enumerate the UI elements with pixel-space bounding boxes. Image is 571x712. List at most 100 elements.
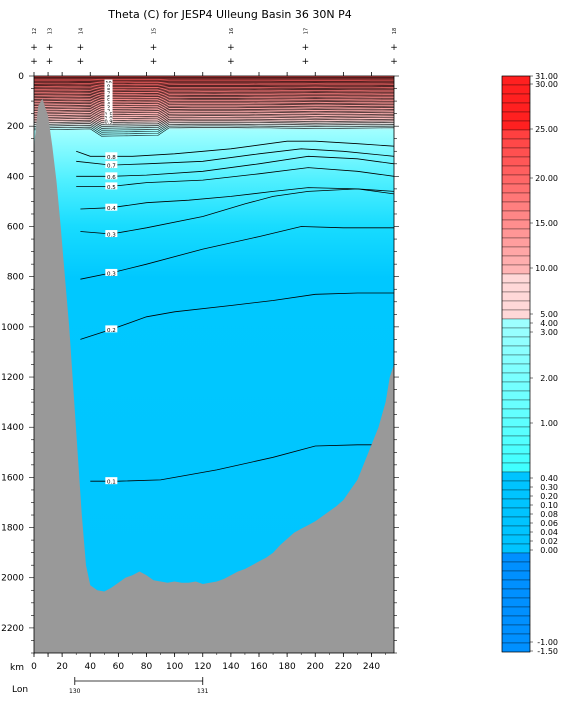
surface-label-bg bbox=[104, 83, 113, 90]
station-label: 15 bbox=[152, 28, 158, 34]
colorbar-band bbox=[501, 300, 531, 311]
colorbar-band bbox=[501, 192, 531, 203]
svg-text:0.3: 0.3 bbox=[107, 271, 116, 277]
thermocline-contour bbox=[34, 113, 394, 121]
colorbar-band bbox=[501, 516, 531, 527]
thermocline-contour bbox=[34, 83, 394, 86]
x-tick-label: 0 bbox=[31, 662, 37, 672]
colorbar-label: 0.08 bbox=[540, 510, 558, 519]
station-label: 14 bbox=[78, 28, 84, 34]
colorbar-band bbox=[501, 507, 531, 518]
colorbar-band bbox=[501, 75, 531, 86]
svg-text:0.4: 0.4 bbox=[107, 206, 116, 212]
thermocline-contour bbox=[34, 89, 394, 93]
thermocline-contour bbox=[34, 92, 394, 96]
y-tick-label: 1800 bbox=[1, 524, 24, 534]
station-plus-icon: + bbox=[46, 57, 54, 67]
surface-label-bg bbox=[104, 79, 113, 86]
x-tick-label: 40 bbox=[85, 662, 97, 672]
x-tick-label: 180 bbox=[279, 662, 296, 672]
contour-label: 0.2 bbox=[105, 325, 118, 334]
colorbar-label: -1.50 bbox=[537, 647, 558, 656]
thermocline-contour bbox=[34, 105, 394, 112]
thermocline-contour bbox=[34, 104, 394, 110]
colorbar-band bbox=[501, 84, 531, 95]
svg-text:0.2: 0.2 bbox=[107, 328, 116, 334]
x-axis: 0 20 40 60 80 100 120 140 160 180 200 220 240 bbox=[31, 72, 386, 672]
thermocline-contour bbox=[34, 101, 394, 106]
colorbar-band bbox=[501, 588, 531, 599]
surface-label-bg bbox=[104, 86, 113, 93]
colorbar-band bbox=[501, 453, 531, 464]
contour-label: 0.3 bbox=[105, 230, 118, 239]
station-plus-icon: + bbox=[227, 43, 235, 53]
colorbar-band bbox=[501, 237, 531, 248]
colorbar-band bbox=[501, 606, 531, 617]
colorbar-band bbox=[501, 552, 531, 563]
thermocline-contour bbox=[34, 80, 394, 83]
thermocline-contour bbox=[34, 98, 394, 103]
colorbar-label: 25.00 bbox=[535, 125, 558, 134]
colorbar-band bbox=[501, 210, 531, 221]
thermocline-contour bbox=[34, 120, 394, 129]
x-tick-label: 20 bbox=[56, 662, 68, 672]
x-tick-label: 140 bbox=[222, 662, 239, 672]
contour-label: 0.8 bbox=[105, 152, 118, 161]
colorbar-band bbox=[501, 543, 531, 554]
station-plus-icon: + bbox=[30, 57, 38, 67]
surface-label-bg bbox=[104, 93, 113, 100]
colorbar-band bbox=[501, 309, 531, 320]
station-label: 16 bbox=[229, 28, 235, 34]
colorbar-band bbox=[501, 381, 531, 392]
colorbar-label: 0.02 bbox=[540, 537, 558, 546]
thermocline-contour bbox=[34, 122, 394, 131]
colorbar-label: 10.00 bbox=[535, 264, 558, 273]
contour-line bbox=[76, 140, 394, 157]
bathymetry-land bbox=[34, 98, 394, 654]
colorbar-band bbox=[501, 147, 531, 158]
thermocline-contour bbox=[34, 110, 394, 118]
colorbar-band bbox=[501, 120, 531, 131]
colorbar-band bbox=[501, 327, 531, 338]
station-plus-icon: + bbox=[77, 43, 85, 53]
station-plus-icon: + bbox=[77, 57, 85, 67]
colorbar-label: 5.00 bbox=[540, 310, 558, 319]
colorbar-band bbox=[501, 255, 531, 266]
x-tick-label: 160 bbox=[250, 662, 267, 672]
plot-area: 0.8 0.7 0.6 0.5 0.4 0.3 0.3 0.2 0.1 10987654321.… bbox=[33, 75, 395, 654]
contour-label: 0.1 bbox=[105, 477, 118, 486]
colorbar-band bbox=[501, 345, 531, 356]
colorbar-band bbox=[501, 633, 531, 644]
x-tick-label: 200 bbox=[307, 662, 324, 672]
surface-label-bg bbox=[104, 114, 113, 121]
thermocline-contour bbox=[34, 117, 394, 125]
x-axis-label: km bbox=[10, 663, 24, 673]
colorbar-band bbox=[501, 363, 531, 374]
colorbar-label: 0.20 bbox=[540, 492, 558, 501]
y-tick-label: 1200 bbox=[1, 373, 24, 383]
thermocline-contour bbox=[34, 125, 394, 135]
surface-label: 0.9 bbox=[105, 120, 113, 126]
colorbar-label: 3.00 bbox=[540, 328, 558, 337]
svg-text:0.3: 0.3 bbox=[107, 233, 116, 239]
contour-label: 0.3 bbox=[105, 268, 118, 277]
x-tick-label: 220 bbox=[335, 662, 352, 672]
colorbar-band bbox=[501, 354, 531, 365]
colorbar-label: 15.00 bbox=[535, 219, 558, 228]
colorbar-band bbox=[501, 462, 531, 473]
colorbar-band bbox=[501, 480, 531, 491]
thermocline-contour bbox=[34, 82, 394, 84]
colorbar-band bbox=[501, 264, 531, 275]
y-tick-label: 1600 bbox=[1, 473, 24, 483]
colorbar-band bbox=[501, 471, 531, 482]
thermocline-contour bbox=[34, 95, 394, 99]
thermocline-contour bbox=[34, 90, 394, 94]
colorbar-band bbox=[501, 138, 531, 149]
colorbar-band bbox=[501, 597, 531, 608]
colorbar-band bbox=[501, 273, 531, 284]
station-markers: 12 + +13 + +14 + +15 + +16 + +17 + +18 + + bbox=[30, 28, 398, 67]
thermocline-contour bbox=[34, 115, 394, 123]
contour-label: 0.5 bbox=[105, 182, 118, 191]
x-tick-label: 80 bbox=[141, 662, 153, 672]
colorbar-label: 0.30 bbox=[540, 483, 558, 492]
